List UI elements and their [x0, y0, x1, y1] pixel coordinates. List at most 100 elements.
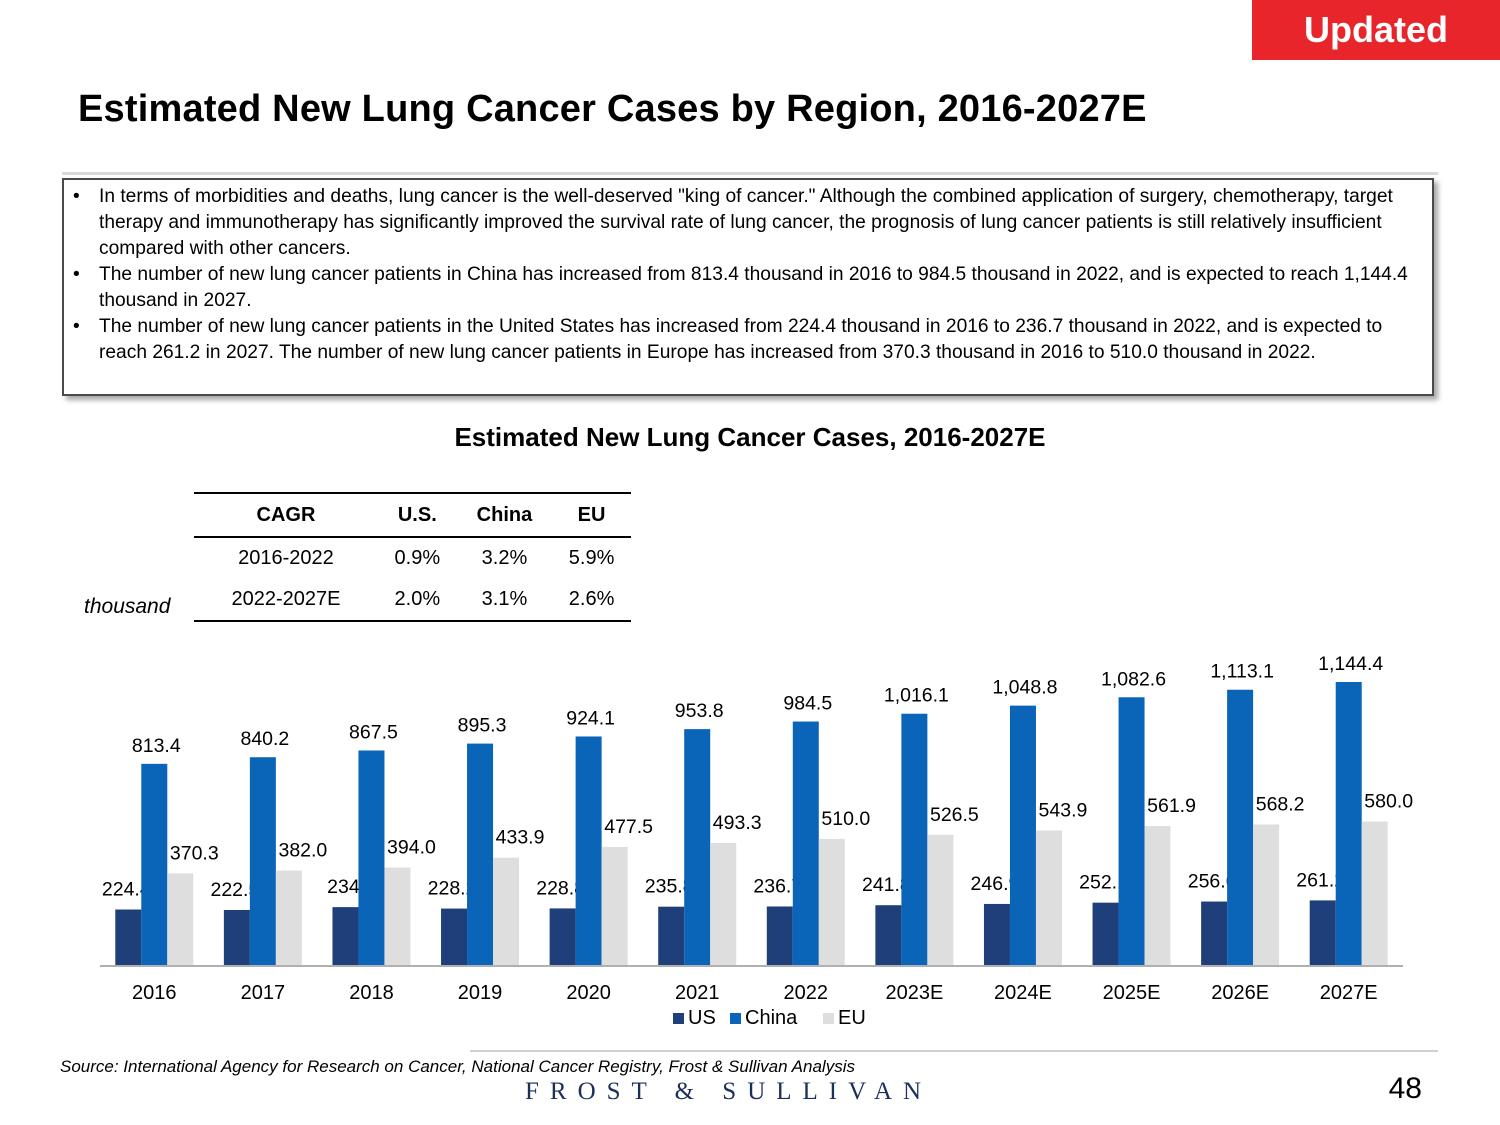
bar-eu — [167, 873, 194, 965]
data-label: 1,144.4 — [1318, 653, 1383, 675]
bar-us — [983, 903, 1010, 965]
data-label: 867.5 — [349, 721, 398, 743]
bar-us — [1309, 900, 1336, 965]
bar-us — [1092, 902, 1119, 965]
data-label: 228.2 — [428, 878, 477, 900]
x-tick-label: 2024E — [994, 982, 1052, 1004]
bar-eu — [927, 834, 954, 965]
bar-china — [358, 750, 385, 965]
x-tick-label: 2025E — [1103, 982, 1161, 1004]
data-label: 224.4 — [102, 879, 151, 901]
x-tick-label: 2018 — [349, 982, 394, 1004]
bar-china — [792, 721, 819, 965]
table-header: CAGR — [194, 492, 378, 538]
x-tick-label: 2027E — [1320, 982, 1378, 1004]
cagr-table: CAGR U.S. China EU 2016-2022 0.9% 3.2% 5… — [194, 492, 631, 622]
data-label: 840.2 — [240, 728, 289, 750]
table-header: U.S. — [377, 492, 457, 538]
bar-us — [441, 908, 468, 965]
data-label: 228.8 — [536, 877, 585, 899]
bar-eu — [818, 838, 845, 965]
bar-china — [141, 763, 168, 965]
bar-china — [467, 743, 494, 965]
data-label: 953.8 — [675, 700, 724, 722]
bar-china — [1227, 689, 1254, 965]
bar-china — [1009, 705, 1036, 965]
data-label: 222.5 — [210, 879, 259, 901]
updated-badge: Updated — [1252, 0, 1500, 60]
x-tick-label: 2019 — [458, 982, 503, 1004]
bar-us — [115, 909, 142, 965]
table-header: EU — [552, 492, 631, 538]
bar-eu — [710, 843, 737, 965]
data-label: 1,113.1 — [1210, 661, 1274, 683]
y-unit-label: thousand — [84, 595, 171, 618]
data-label: 561.9 — [1147, 795, 1196, 817]
table-header: China — [456, 492, 553, 538]
table-cell: 2.6% — [552, 579, 631, 622]
frost-sullivan-logo: FROST & SULLIVAN — [525, 1078, 933, 1105]
data-label: 510.0 — [821, 808, 870, 830]
page-title: Estimated New Lung Cancer Cases by Regio… — [78, 88, 1147, 130]
page-number: 48 — [1388, 1072, 1422, 1105]
legend-swatch — [673, 1013, 684, 1024]
data-label: 236.7 — [753, 875, 802, 897]
x-tick-label: 2026E — [1211, 982, 1269, 1004]
bar-us — [766, 906, 793, 965]
divider — [470, 1050, 1438, 1052]
data-label: 493.3 — [713, 812, 762, 834]
legend-label: US — [688, 1007, 716, 1029]
data-label: 256.6 — [1188, 871, 1237, 893]
bar-eu — [601, 846, 628, 965]
legend-label: China — [745, 1007, 798, 1029]
x-tick-label: 2021 — [675, 982, 720, 1004]
table-cell: 2.0% — [377, 579, 457, 622]
data-label: 261.2 — [1296, 869, 1345, 891]
bullet-item: The number of new lung cancer patients i… — [64, 314, 1432, 366]
bar-eu — [493, 857, 520, 965]
data-label: 984.5 — [783, 693, 832, 715]
bar-eu — [384, 867, 411, 965]
bar-china — [249, 757, 276, 965]
data-label: 477.5 — [604, 816, 653, 838]
data-label: 252.1 — [1079, 872, 1128, 894]
bar-china — [901, 713, 928, 965]
table-row: 2022-2027E 2.0% 3.1% 2.6% — [194, 579, 631, 622]
data-label: 924.1 — [566, 707, 615, 729]
bar-us — [223, 909, 250, 965]
bar-china — [684, 729, 711, 965]
data-label: 526.5 — [930, 804, 979, 826]
table-cell: 3.2% — [481, 547, 528, 569]
divider — [62, 172, 1438, 175]
data-label: 1,016.1 — [884, 685, 949, 707]
chart-title: Estimated New Lung Cancer Cases, 2016-20… — [454, 422, 1046, 452]
bar-eu — [1361, 821, 1388, 965]
bullet-item: The number of new lung cancer patients i… — [64, 262, 1432, 314]
data-label: 382.0 — [278, 840, 327, 862]
bar-us — [549, 908, 576, 965]
bar-us — [658, 906, 685, 965]
bar-us — [1201, 901, 1228, 965]
bar-china — [575, 736, 602, 965]
bar-eu — [1253, 824, 1280, 965]
data-label: 580.0 — [1364, 791, 1413, 813]
data-label: 235.8 — [645, 876, 694, 898]
data-label: 370.3 — [170, 842, 219, 864]
data-label: 895.3 — [458, 715, 507, 737]
bar-china — [1335, 682, 1362, 965]
data-label: 246.9 — [971, 873, 1020, 895]
legend-label: EU — [838, 1007, 866, 1029]
bar-china — [1118, 697, 1145, 965]
bar-eu — [1144, 826, 1171, 965]
table-cell: 0.9% — [394, 547, 441, 569]
bar-us — [875, 905, 902, 965]
bar-us — [332, 907, 359, 965]
legend-swatch — [823, 1013, 834, 1024]
table-cell: 2022-2027E — [194, 579, 378, 622]
bullet-item: In terms of morbidities and deaths, lung… — [64, 184, 1432, 262]
data-label: 394.0 — [387, 837, 436, 859]
bar-eu — [1035, 830, 1062, 965]
legend-swatch — [730, 1013, 741, 1024]
data-label: 1,082.6 — [1101, 668, 1166, 690]
